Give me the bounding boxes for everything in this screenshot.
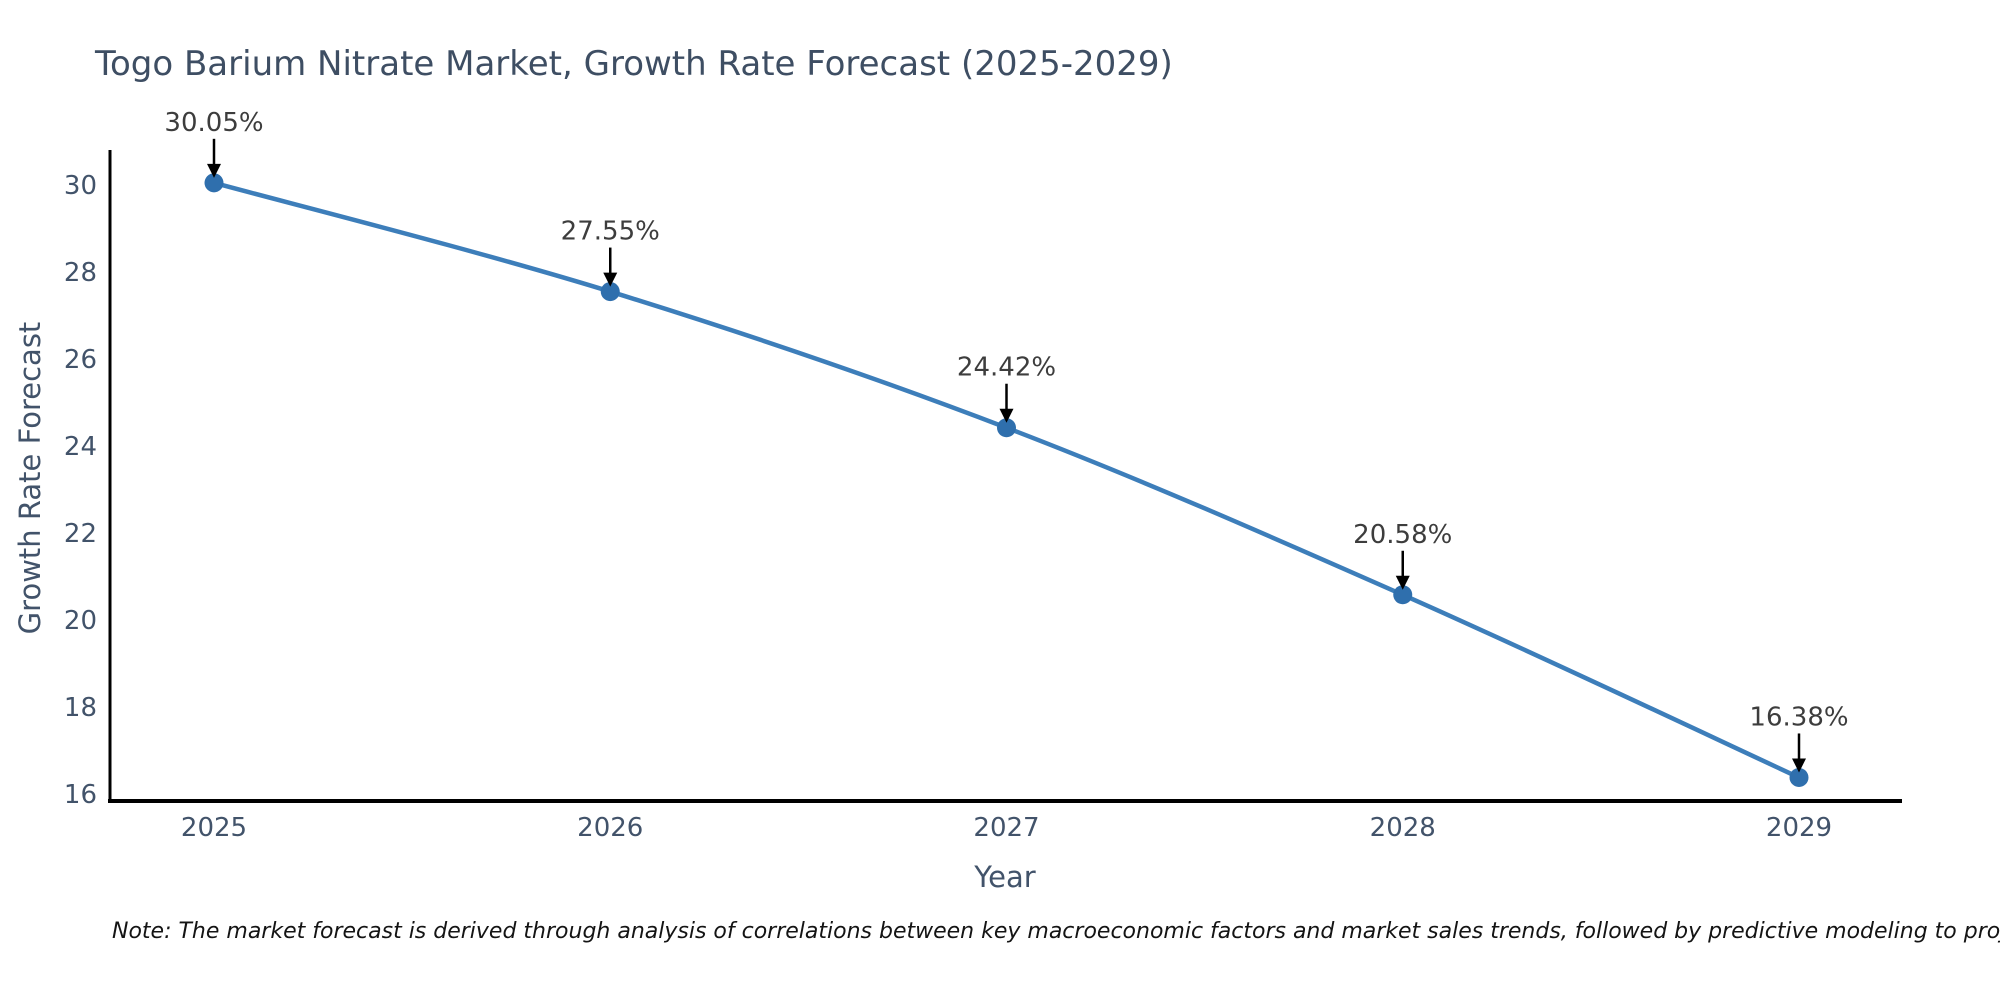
y-tick-label: 20 [64, 606, 97, 636]
data-point-marker [1789, 767, 1809, 787]
data-point-label: 30.05% [164, 108, 263, 138]
data-point-marker [1393, 585, 1413, 605]
series-line [211, 180, 1802, 780]
data-point-label: 16.38% [1749, 702, 1848, 732]
data-point-label: 24.42% [957, 353, 1056, 383]
x-axis-title: Year [974, 860, 1036, 894]
y-tick-label: 26 [64, 345, 97, 375]
x-tick-label: 2028 [1370, 813, 1436, 843]
x-tick-label: 2026 [577, 813, 643, 843]
annotation-arrow-head [1395, 575, 1410, 590]
chart-title: Togo Barium Nitrate Market, Growth Rate … [95, 44, 1173, 84]
data-point-label: 20.58% [1353, 520, 1452, 550]
y-tick-label: 28 [64, 258, 97, 288]
y-tick-label: 16 [64, 780, 97, 810]
data-point-marker [600, 282, 620, 302]
y-tick-label: 18 [64, 693, 97, 723]
annotation-arrow-head [207, 163, 221, 178]
annotation-arrow-head [999, 408, 1014, 423]
data-point-marker [204, 173, 224, 193]
annotation-arrow-head [603, 272, 618, 287]
y-tick-label: 24 [64, 432, 97, 462]
data-point-label: 27.55% [561, 217, 660, 247]
x-tick-label: 2027 [973, 813, 1039, 843]
y-tick-label: 30 [64, 171, 97, 201]
y-tick-label: 22 [64, 519, 97, 549]
x-tick-label: 2025 [181, 813, 247, 843]
footnote: Note: The market forecast is derived thr… [112, 919, 2000, 944]
data-point-marker [997, 418, 1016, 438]
annotation-arrow-head [1792, 758, 1806, 773]
x-tick-label: 2029 [1766, 813, 1832, 843]
